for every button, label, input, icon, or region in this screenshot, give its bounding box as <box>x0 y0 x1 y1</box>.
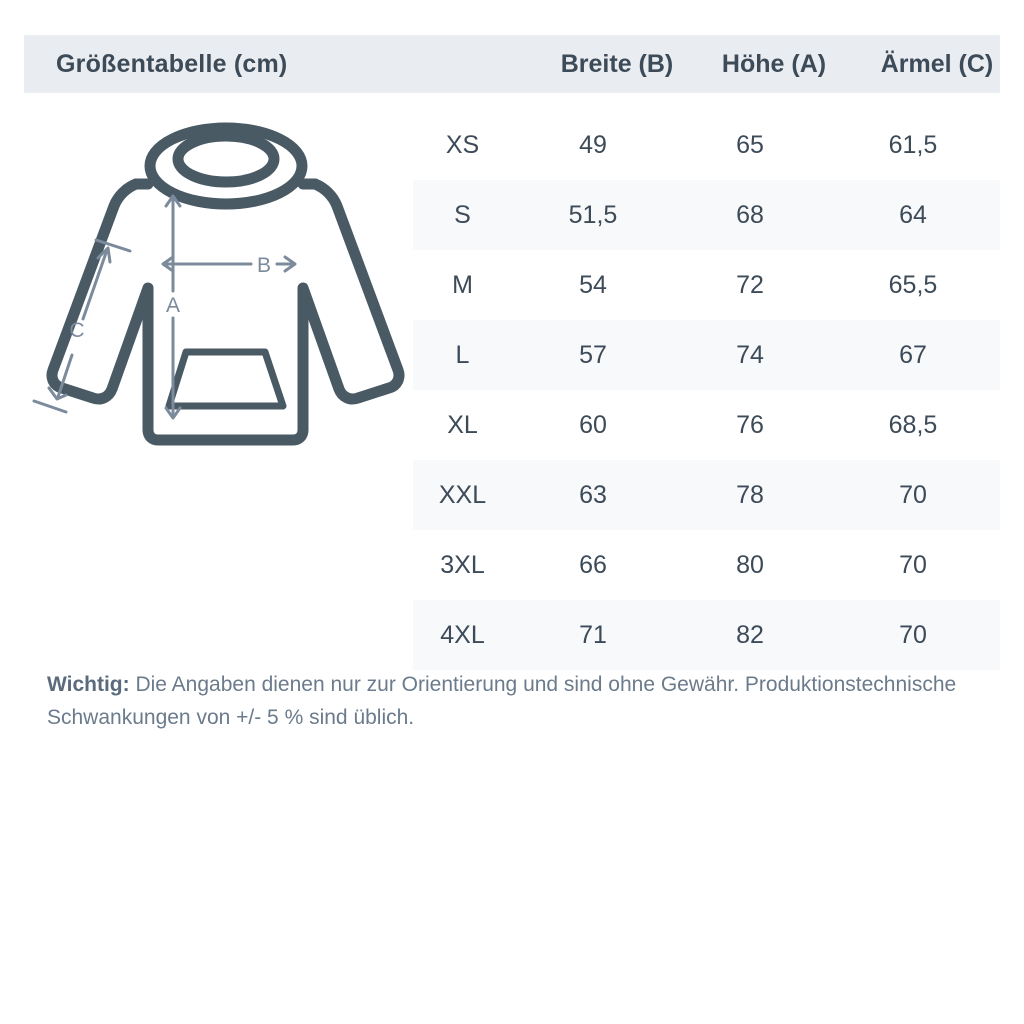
column-header-width: Breite (B) <box>560 49 674 78</box>
table-row: 4XL 71 82 70 <box>413 600 1000 670</box>
cell-size: 3XL <box>440 550 485 579</box>
dimension-label-a: A <box>166 294 180 317</box>
hoodie-pocket-icon <box>165 348 287 410</box>
size-table-body: XS 49 65 61,5 S 51,5 68 64 M 54 72 65,5 … <box>413 110 1000 670</box>
cell-size: M <box>452 270 473 299</box>
cell-height: 78 <box>736 480 764 509</box>
cell-sleeve: 70 <box>899 550 927 579</box>
table-row: 3XL 66 80 70 <box>413 530 1000 600</box>
cell-size: XS <box>445 130 480 159</box>
cell-height: 65 <box>736 130 764 159</box>
table-row: XL 60 76 68,5 <box>413 390 1000 460</box>
cell-sleeve: 70 <box>899 620 927 649</box>
column-header-height: Höhe (A) <box>721 49 827 78</box>
column-header-sleeve: Ärmel (C) <box>880 49 994 78</box>
page-title: Größentabelle (cm) <box>56 49 288 78</box>
cell-width: 71 <box>579 620 607 649</box>
dimension-arrow-b-icon <box>161 255 297 273</box>
cell-size: XXL <box>438 480 487 509</box>
hoodie-illustration: B A C <box>30 118 420 463</box>
cell-sleeve: 64 <box>899 200 927 229</box>
dimension-label-c: C <box>69 319 84 342</box>
dimension-arrow-c-icon <box>32 238 132 414</box>
dimension-label-b: B <box>257 254 271 277</box>
disclaimer-note: Wichtig: Die Angaben dienen nur zur Orie… <box>47 668 987 734</box>
disclaimer-label: Wichtig: <box>47 673 130 696</box>
cell-size: S <box>454 200 471 229</box>
hoodie-garment-icon <box>46 122 405 446</box>
cell-width: 49 <box>579 130 607 159</box>
column-header-row: Breite (B) Höhe (A) Ärmel (C) <box>432 35 1024 93</box>
dimension-arrow-a-icon <box>164 194 182 420</box>
cell-width: 54 <box>579 270 607 299</box>
cell-width: 60 <box>579 410 607 439</box>
table-row: XXL 63 78 70 <box>413 460 1000 530</box>
cell-size: L <box>455 340 470 369</box>
cell-size: 4XL <box>440 620 485 649</box>
table-row: L 57 74 67 <box>413 320 1000 390</box>
cell-width: 57 <box>579 340 607 369</box>
cell-height: 72 <box>736 270 764 299</box>
cell-sleeve: 67 <box>899 340 927 369</box>
cell-height: 74 <box>736 340 764 369</box>
cell-size: XL <box>447 410 478 439</box>
cell-sleeve: 61,5 <box>888 130 938 159</box>
table-row: S 51,5 68 64 <box>413 180 1000 250</box>
cell-height: 80 <box>736 550 764 579</box>
cell-sleeve: 70 <box>899 480 927 509</box>
cell-sleeve: 65,5 <box>888 270 938 299</box>
cell-height: 82 <box>736 620 764 649</box>
cell-height: 68 <box>736 200 764 229</box>
cell-width: 63 <box>579 480 607 509</box>
cell-width: 66 <box>579 550 607 579</box>
table-row: M 54 72 65,5 <box>413 250 1000 320</box>
table-header-band: Größentabelle (cm) Breite (B) Höhe (A) Ä… <box>24 35 1000 93</box>
cell-height: 76 <box>736 410 764 439</box>
cell-width: 51,5 <box>568 200 618 229</box>
table-row: XS 49 65 61,5 <box>413 110 1000 180</box>
cell-sleeve: 68,5 <box>888 410 938 439</box>
disclaimer-text: Die Angaben dienen nur zur Orientierung … <box>47 673 957 729</box>
